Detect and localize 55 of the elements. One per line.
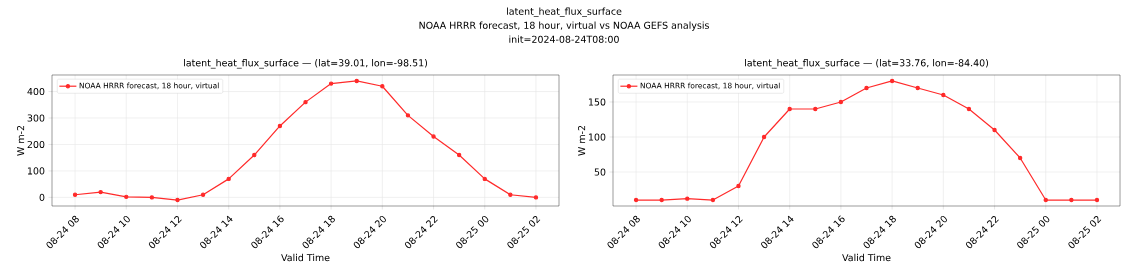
y-axis-title: W m-2 (578, 125, 586, 156)
point (124, 194, 129, 200)
point (915, 85, 920, 91)
text: init=2024-08-24T08:00 (509, 35, 619, 43)
y-tick-label: 50 (594, 168, 606, 176)
point (736, 183, 741, 189)
point (1017, 155, 1023, 161)
y-tick-label: 150 (588, 98, 606, 106)
point (482, 176, 487, 182)
point (508, 192, 513, 197)
point (787, 106, 792, 112)
point (864, 85, 869, 91)
point (380, 84, 385, 89)
y-tick-label: 400 (27, 87, 45, 96)
point (761, 134, 767, 140)
point (431, 134, 436, 139)
point (838, 99, 844, 105)
point (200, 192, 206, 197)
point (533, 195, 539, 200)
x-axis-title: Valid Time (842, 253, 891, 262)
point (354, 78, 359, 84)
point (405, 113, 411, 118)
chart-title: latent_heat_flux_surface — (lat=39.01, lon=-98.51) (184, 59, 428, 69)
point (252, 152, 257, 158)
point (456, 152, 462, 158)
point (149, 195, 155, 200)
point (685, 196, 690, 201)
point (328, 81, 334, 86)
point (1043, 197, 1048, 203)
point (277, 123, 283, 129)
point (1094, 197, 1100, 203)
point (966, 106, 972, 112)
point (992, 127, 997, 133)
point (710, 197, 716, 203)
point (889, 78, 895, 84)
x-axis-title: Valid Time (281, 253, 330, 262)
point (813, 106, 818, 112)
point (941, 92, 946, 98)
point (175, 197, 180, 203)
text: NOAA HRRR forecast, 18 hour, virtual vs NOAA GEFS analysis (419, 21, 709, 31)
y-tick-label: 300 (27, 114, 45, 122)
chart-title: latent_heat_flux_surface — (lat=33.76, lon=-84.40) (745, 59, 989, 69)
point (226, 176, 231, 182)
point (1069, 197, 1074, 203)
point (633, 197, 639, 203)
point (659, 197, 664, 203)
y-tick-label: 100 (588, 133, 606, 141)
y-axis-title: W m-2 (17, 125, 25, 156)
y-tick-label: 0 (39, 193, 45, 201)
point (72, 192, 78, 197)
y-tick-label: 100 (27, 167, 45, 175)
y-tick-label: 200 (27, 140, 45, 149)
point (98, 189, 103, 195)
point (303, 99, 308, 105)
text: latent_heat_flux_surface (507, 7, 622, 17)
